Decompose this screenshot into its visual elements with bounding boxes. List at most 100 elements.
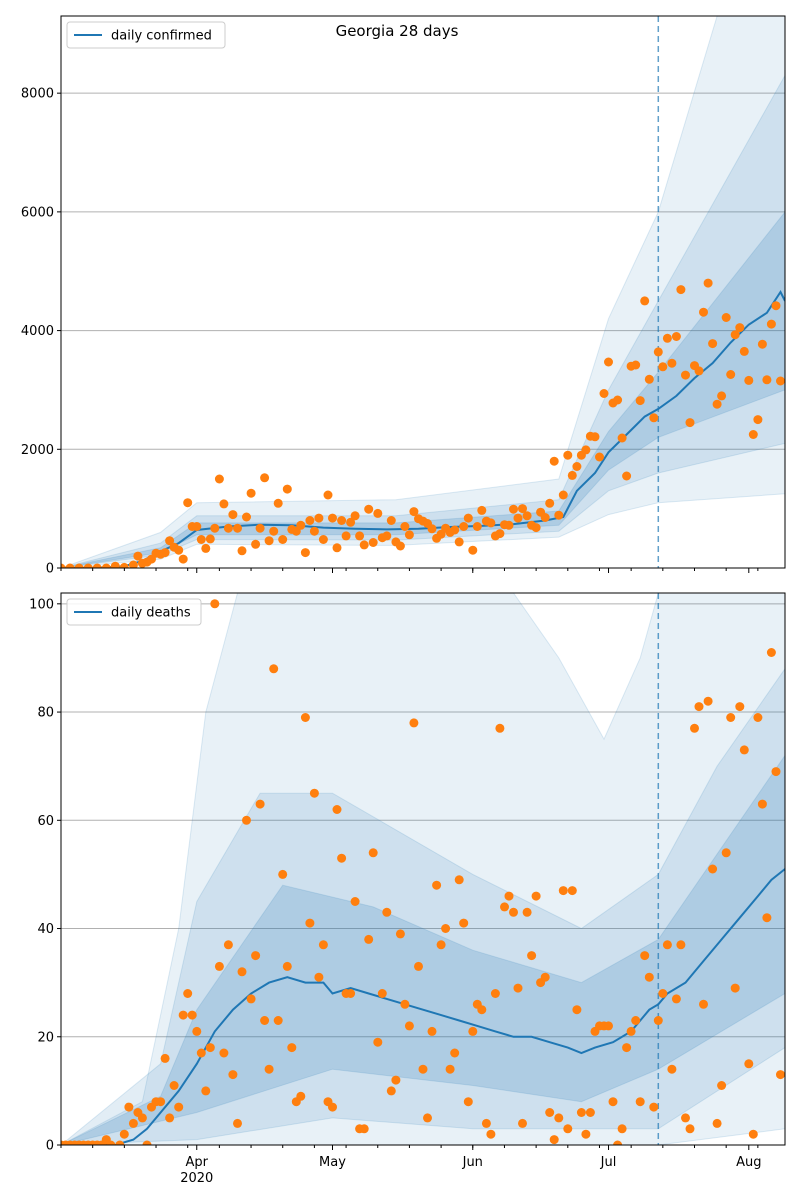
data-point xyxy=(92,563,102,568)
data-point xyxy=(318,535,328,544)
data-point xyxy=(214,961,224,971)
data-point xyxy=(676,285,686,295)
data-point xyxy=(201,1086,211,1096)
data-point xyxy=(509,504,518,514)
data-point xyxy=(364,504,374,514)
data-point xyxy=(518,504,527,514)
data-point xyxy=(305,918,315,928)
data-point xyxy=(658,362,668,372)
y-tick-label: 8000 xyxy=(21,87,54,102)
data-point xyxy=(174,1102,184,1112)
data-point xyxy=(282,961,292,971)
data-point xyxy=(753,713,763,722)
data-point xyxy=(644,374,654,384)
axes-frame xyxy=(60,15,786,569)
y-tick-label: 100 xyxy=(29,597,54,612)
data-point xyxy=(160,548,170,558)
data-point xyxy=(101,563,111,568)
data-point xyxy=(558,886,568,896)
data-point xyxy=(459,918,469,928)
data-point xyxy=(346,989,356,998)
data-point xyxy=(192,522,202,531)
data-point xyxy=(739,346,749,356)
data-point xyxy=(368,538,378,547)
data-point xyxy=(196,1048,206,1058)
data-point xyxy=(106,1140,116,1145)
data-point xyxy=(685,1124,695,1134)
data-point xyxy=(364,934,374,944)
legend-box xyxy=(66,21,226,49)
y-tick-label: 6000 xyxy=(21,205,54,220)
data-point xyxy=(590,432,600,442)
series-line xyxy=(61,868,785,1145)
data-point xyxy=(522,907,532,917)
data-point xyxy=(649,1102,659,1112)
data-point xyxy=(205,1043,215,1053)
data-point xyxy=(242,512,251,522)
data-point xyxy=(549,1135,559,1145)
data-point xyxy=(219,499,229,509)
x-tick-label: Jul xyxy=(600,1155,617,1170)
legend-label: daily confirmed xyxy=(111,29,212,44)
data-point xyxy=(671,994,681,1004)
data-point xyxy=(744,375,754,385)
y-tick-label: 4000 xyxy=(21,324,54,339)
data-point xyxy=(549,456,559,466)
data-point xyxy=(468,545,478,555)
data-point xyxy=(576,1108,586,1117)
data-point xyxy=(395,541,405,551)
data-point xyxy=(332,805,342,814)
data-point xyxy=(472,522,482,531)
data-point xyxy=(622,1043,632,1053)
x-tick-label: Apr xyxy=(186,1155,209,1170)
data-point xyxy=(61,563,66,568)
data-point xyxy=(269,526,279,536)
data-point xyxy=(359,540,369,550)
data-point xyxy=(604,357,613,367)
data-point xyxy=(730,983,740,993)
data-point xyxy=(368,848,378,858)
data-point xyxy=(237,546,247,556)
data-point xyxy=(255,799,265,809)
data-point xyxy=(558,490,568,500)
data-point xyxy=(463,513,473,523)
data-point xyxy=(450,1048,460,1058)
plot-area xyxy=(61,593,785,1145)
data-point xyxy=(404,1021,414,1031)
data-point xyxy=(450,525,460,535)
data-point xyxy=(703,696,713,706)
data-point xyxy=(653,347,663,357)
data-point xyxy=(432,880,442,890)
legend: daily confirmed xyxy=(66,21,226,49)
data-point xyxy=(622,471,632,481)
data-point xyxy=(540,972,550,982)
data-point xyxy=(233,523,242,533)
data-point xyxy=(115,1140,125,1145)
data-point xyxy=(305,516,315,525)
series-line xyxy=(61,290,785,568)
data-point xyxy=(671,332,681,341)
data-point xyxy=(273,498,283,508)
data-point xyxy=(744,1059,754,1069)
data-point xyxy=(599,389,609,398)
data-point xyxy=(183,498,193,508)
data-point xyxy=(567,886,577,896)
data-point xyxy=(65,563,75,568)
data-point xyxy=(617,433,627,443)
data-point xyxy=(640,296,650,306)
data-point xyxy=(721,313,731,322)
y-tick-label: 60 xyxy=(37,814,54,829)
data-point xyxy=(554,1113,564,1123)
x-tick-label: Aug xyxy=(736,1155,761,1170)
data-point xyxy=(486,1129,496,1139)
data-point xyxy=(373,1037,383,1047)
data-point xyxy=(563,1124,573,1134)
data-point xyxy=(409,507,419,517)
data-point xyxy=(201,543,211,553)
data-point xyxy=(635,396,645,406)
data-point xyxy=(427,1026,437,1036)
data-point xyxy=(350,897,360,906)
data-point xyxy=(337,516,347,525)
data-point xyxy=(314,513,324,523)
data-point xyxy=(251,951,261,961)
